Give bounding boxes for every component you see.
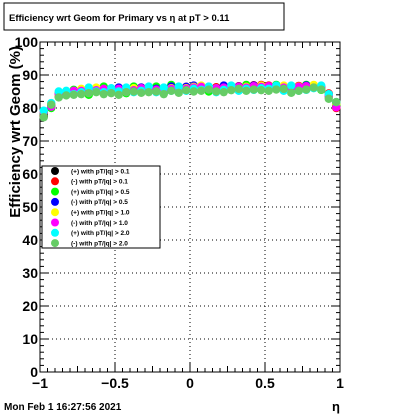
data-point bbox=[84, 88, 93, 98]
data-point bbox=[152, 87, 161, 96]
data-point bbox=[242, 86, 251, 96]
y-tick-label: 60 bbox=[22, 166, 38, 182]
data-point bbox=[219, 87, 228, 97]
data-point bbox=[302, 85, 311, 94]
data-point bbox=[159, 83, 168, 92]
data-point bbox=[287, 88, 296, 98]
y-tick-label: 40 bbox=[22, 232, 38, 248]
legend-label: (+) with pT/|q| > 1.0 bbox=[71, 210, 130, 217]
x-tick-label: 0 bbox=[186, 375, 194, 391]
data-point bbox=[69, 90, 78, 100]
y-tick-label: 0 bbox=[30, 364, 38, 380]
legend-label: (-) with pT/|q| > 1.0 bbox=[71, 220, 128, 227]
legend-marker bbox=[51, 187, 59, 196]
data-point bbox=[204, 85, 213, 94]
data-point bbox=[129, 87, 138, 96]
x-axis-label: η bbox=[332, 399, 340, 414]
data-point bbox=[62, 91, 71, 100]
data-point bbox=[167, 86, 176, 96]
y-tick-label: 10 bbox=[22, 331, 38, 347]
y-tick-label: 50 bbox=[22, 199, 38, 215]
y-tick-label: 30 bbox=[22, 265, 38, 281]
x-tick-label: −1 bbox=[32, 375, 48, 391]
legend-marker bbox=[51, 239, 59, 248]
data-point bbox=[294, 86, 303, 96]
data-point bbox=[159, 89, 168, 99]
data-point bbox=[39, 106, 48, 115]
y-tick-label: 70 bbox=[22, 133, 38, 149]
data-point bbox=[54, 93, 63, 102]
data-point bbox=[287, 81, 296, 90]
data-point bbox=[212, 87, 221, 96]
axis-ticks bbox=[39, 41, 341, 373]
legend-marker bbox=[51, 208, 59, 217]
data-point bbox=[317, 85, 326, 94]
data-point bbox=[279, 84, 288, 94]
chart-title: Efficiency wrt Geom for Primary vs η at … bbox=[9, 13, 230, 24]
data-point bbox=[264, 86, 273, 96]
data-point bbox=[197, 86, 206, 96]
y-tick-label: 90 bbox=[22, 67, 38, 83]
data-point bbox=[107, 88, 116, 98]
data-point bbox=[227, 85, 236, 95]
legend-label: (+) with pT/|q| > 2.0 bbox=[71, 230, 130, 237]
data-point bbox=[309, 83, 318, 92]
x-tick-label: −0.5 bbox=[101, 375, 129, 391]
chart-title-box: Efficiency wrt Geom for Primary vs η at … bbox=[3, 2, 285, 31]
y-tick-label: 20 bbox=[22, 298, 38, 314]
legend-marker bbox=[51, 228, 59, 237]
legend-marker bbox=[51, 197, 59, 206]
data-point bbox=[77, 89, 86, 99]
legend-marker bbox=[51, 167, 59, 175]
data-point bbox=[324, 94, 333, 103]
legend: (+) with pT/|q| > 0.1 (-) with pT/|q| > 0… bbox=[41, 165, 161, 249]
data-point bbox=[189, 87, 198, 96]
data-point bbox=[114, 90, 123, 100]
legend-label: (-) with pT/|q| > 0.5 bbox=[71, 199, 128, 206]
data-point bbox=[92, 87, 101, 97]
y-tick-labels: 0 10 20 30 40 50 60 70 80 90 100 bbox=[15, 34, 39, 380]
footer-datetime: Mon Feb 1 16:27:56 2021 bbox=[4, 402, 122, 413]
data-point bbox=[174, 82, 183, 91]
y-tick-label: 80 bbox=[22, 100, 38, 116]
series-7 bbox=[39, 83, 341, 122]
data-point bbox=[257, 85, 266, 95]
data-point bbox=[47, 100, 56, 109]
y-tick-label: 100 bbox=[15, 34, 39, 50]
data-point bbox=[272, 85, 281, 94]
data-point bbox=[234, 84, 243, 94]
x-tick-label: 0.5 bbox=[255, 375, 275, 391]
legend-label: (+) with pT/|q| > 0.1 bbox=[71, 168, 130, 175]
data-point bbox=[122, 87, 131, 97]
data-point bbox=[39, 113, 48, 122]
y-axis-label: Efficiency wrt Geom (%) bbox=[7, 46, 24, 218]
legend-label: (+) with pT/|q| > 0.5 bbox=[71, 189, 130, 196]
legend-marker bbox=[51, 177, 59, 186]
legend-label: (-) with pT/|q| > 2.0 bbox=[71, 240, 128, 247]
data-point bbox=[54, 87, 63, 96]
data-point bbox=[144, 87, 153, 97]
data-point bbox=[332, 97, 341, 107]
data-point bbox=[182, 85, 191, 95]
legend-label: (-) with pT/|q| > 0.1 bbox=[71, 179, 128, 186]
x-tick-labels: −1 −0.5 0 0.5 1 bbox=[32, 375, 344, 391]
data-points bbox=[39, 80, 341, 122]
legend-marker bbox=[51, 218, 59, 227]
data-point bbox=[137, 88, 146, 98]
x-tick-label: 1 bbox=[336, 375, 344, 391]
data-point bbox=[249, 85, 258, 94]
data-point bbox=[174, 88, 183, 98]
data-point bbox=[99, 89, 108, 99]
